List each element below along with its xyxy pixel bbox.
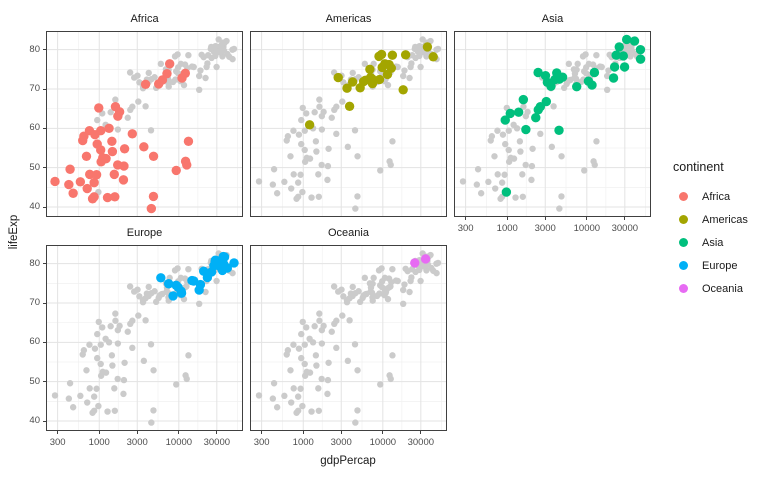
y-tick-mark [42,49,46,51]
x-tick-label: 1000 [496,223,518,234]
y-tick-mark [42,206,46,208]
facet-strip-europe: Europe [126,227,163,239]
x-tick-mark [506,217,508,220]
x-tick-label: 30000 [407,437,435,448]
y-tick-label: 40 [29,415,40,426]
y-tick-mark [42,167,46,169]
legend-item-oceania: Oceania [673,280,748,297]
legend-item-americas: Americas [673,211,748,228]
facet-strip-oceania: Oceania [328,227,369,239]
x-tick-label: 30000 [203,437,231,448]
y-axis-title: lifeExp [8,214,20,250]
x-tick-label: 3000 [330,437,352,448]
x-tick-mark [261,431,263,434]
y-tick-mark [42,420,46,422]
facet-panel-africa [46,31,243,217]
y-tick-label: 70 [29,83,40,94]
legend-item-asia: Asia [673,234,748,251]
x-tick-mark [57,431,59,434]
x-tick-mark [302,431,304,434]
y-tick-label: 60 [29,336,40,348]
x-tick-mark [586,217,588,220]
legend-title: continent [673,160,724,174]
legend-swatch-asia [679,238,688,247]
x-tick-label: 300 [253,437,270,448]
facet-strip-africa: Africa [130,13,159,25]
x-tick-mark [136,431,138,434]
legend-item-europe: Europe [673,257,748,274]
x-tick-mark [382,431,384,434]
x-tick-label: 300 [49,437,66,448]
legend-label: Africa [702,190,731,203]
x-tick-mark [420,431,422,434]
legend-swatch-americas [679,215,688,224]
x-axis-title: gdpPercap [320,455,376,467]
y-tick-label: 50 [29,161,40,173]
y-tick-mark [42,341,46,343]
facet-panel-europe [46,245,243,431]
y-tick-label: 50 [29,375,40,387]
x-tick-mark [216,431,218,434]
y-tick-mark [42,263,46,265]
x-tick-label: 10000 [369,437,397,448]
legend-swatch-africa [679,192,688,201]
y-tick-label: 80 [29,257,40,269]
legend-label: Americas [702,213,748,226]
x-tick-mark [340,431,342,434]
facet-strip-asia: Asia [541,13,564,25]
legend: continent Africa Americas Asia Europe Oceani… [673,160,748,303]
y-tick-mark [42,127,46,129]
x-tick-mark [465,217,467,220]
x-tick-label: 3000 [534,223,556,234]
legend-swatch-europe [679,261,688,270]
facet-panel-oceania [250,245,447,431]
legend-label: Europe [702,259,738,272]
y-tick-label: 60 [29,122,40,134]
legend-label: Asia [702,236,724,249]
x-tick-label: 10000 [573,223,601,234]
y-tick-mark [42,302,46,304]
x-tick-label: 300 [457,223,474,234]
x-tick-label: 3000 [126,437,148,448]
x-tick-label: 30000 [611,223,639,234]
x-tick-mark [624,217,626,220]
y-tick-mark [42,88,46,90]
y-tick-mark [42,381,46,383]
x-tick-label: 1000 [88,437,110,448]
legend-items: Africa Americas Asia Europe Oceania [673,188,748,297]
x-tick-mark [98,431,100,434]
x-tick-mark [544,217,546,220]
y-tick-label: 40 [29,201,40,212]
y-tick-label: 70 [29,297,40,308]
facet-panel-americas [250,31,447,217]
facet-panel-asia [454,31,651,217]
legend-swatch-oceania [679,284,688,293]
y-tick-label: 80 [29,43,40,55]
x-tick-mark [178,431,180,434]
legend-item-africa: Africa [673,188,748,205]
x-tick-label: 10000 [165,437,193,448]
x-tick-label: 1000 [292,437,314,448]
facet-strip-americas: Americas [325,13,372,25]
legend-label: Oceania [702,282,743,295]
